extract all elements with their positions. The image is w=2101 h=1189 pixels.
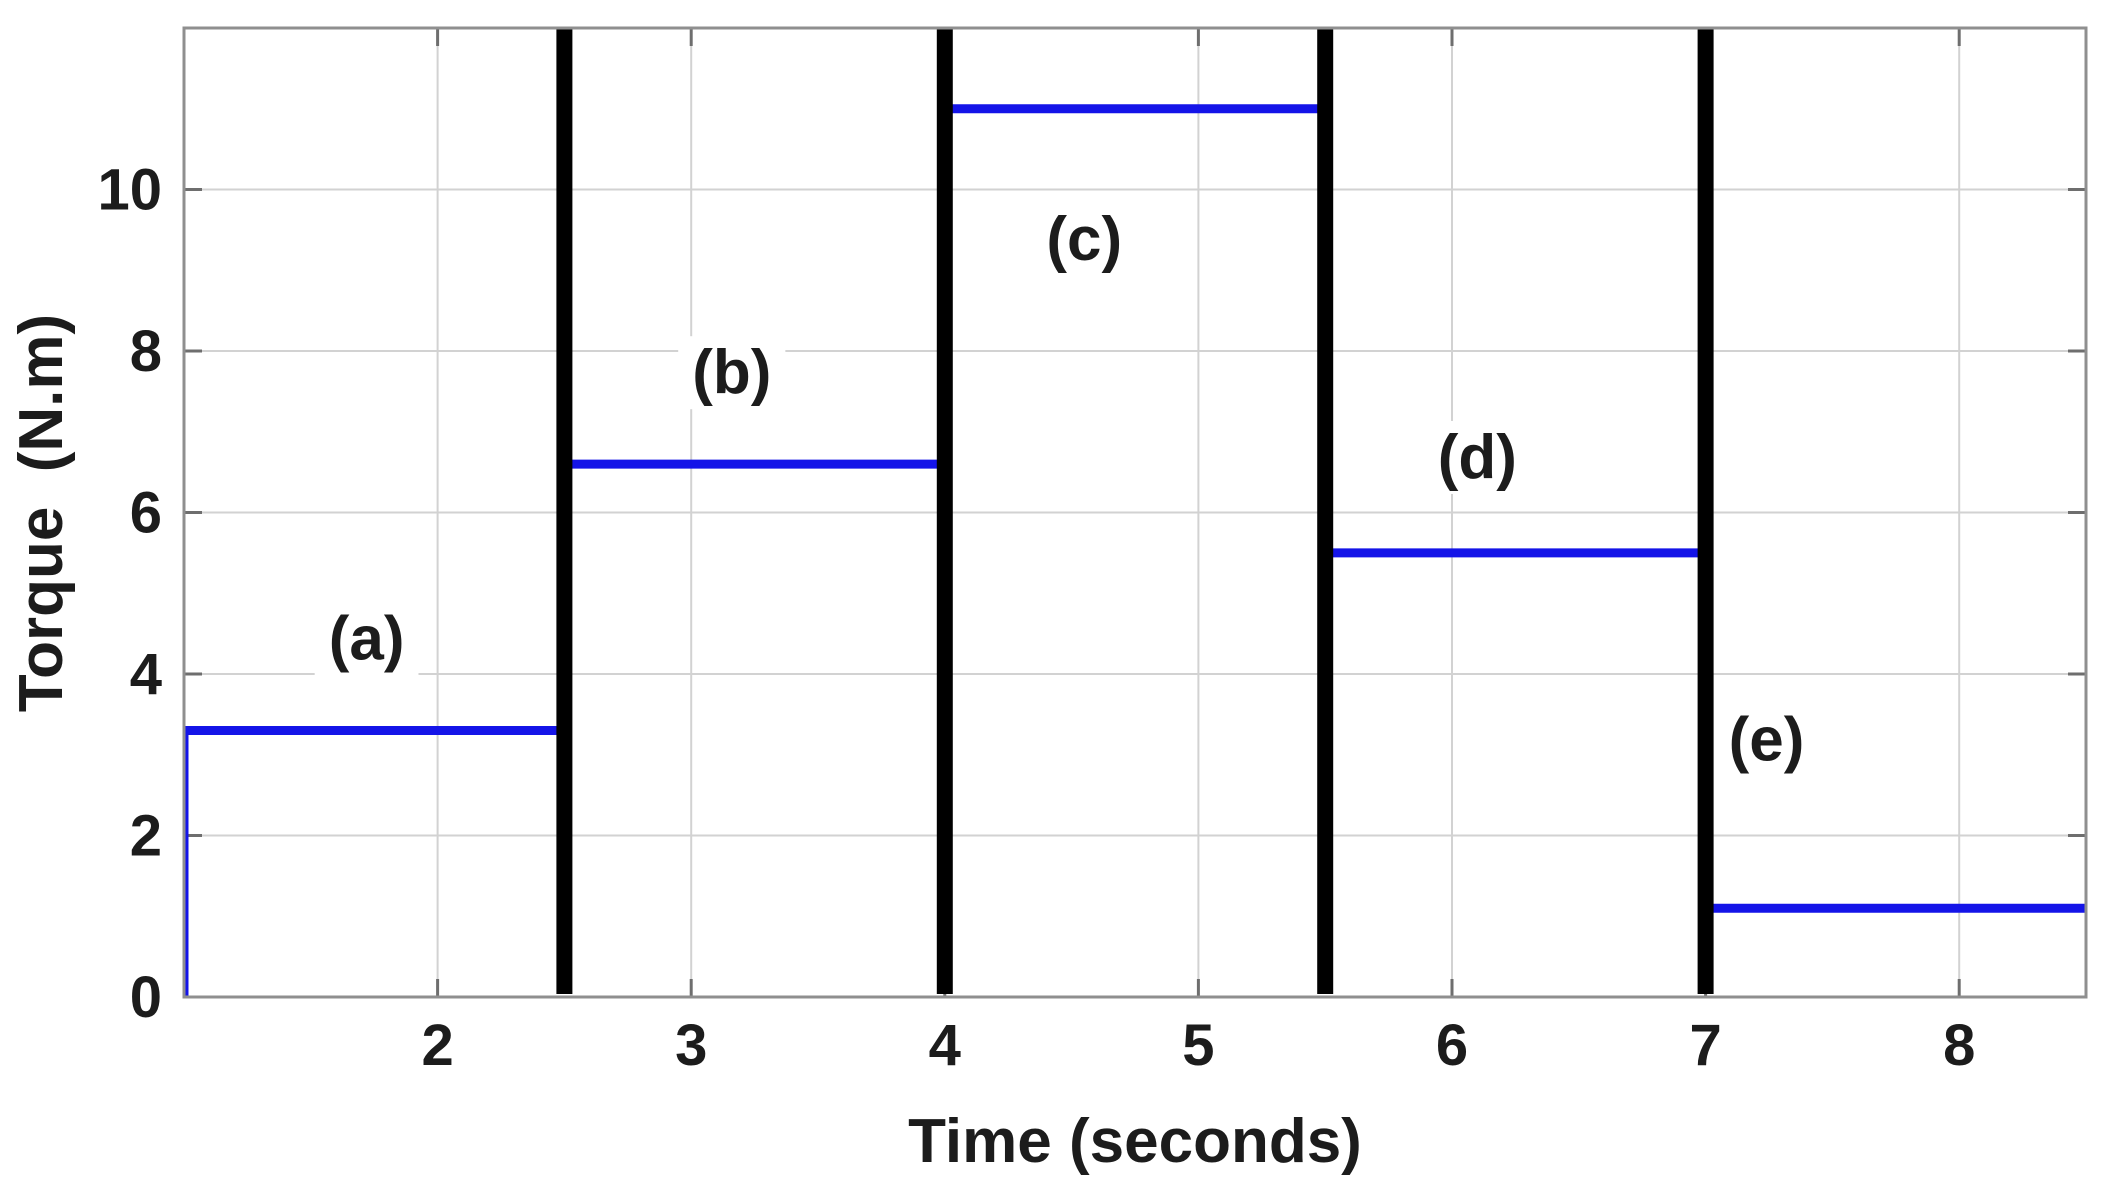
segment-label-bg: [1423, 420, 1531, 494]
segment-label: (d): [1438, 423, 1517, 492]
plot-border: [182, 26, 2088, 999]
segment-label-bg: [1714, 703, 1819, 777]
segment-label-bg: [1032, 202, 1137, 276]
x-tick-label: 6: [1436, 1013, 1468, 1078]
y-tick-label: 8: [130, 319, 162, 384]
load-change-lines: [556, 28, 1714, 994]
segment-label: (a): [329, 605, 405, 674]
x-tick-label: 5: [1182, 1013, 1214, 1078]
x-tick-label: 2: [421, 1013, 453, 1078]
y-tick-label: 6: [130, 481, 162, 546]
tick-labels: 2 3 4 5 6 7 8 0 2 4 6 8 10: [97, 158, 1975, 1079]
segment-labels: (a) (b) (c) (d) (e): [314, 202, 1819, 777]
segment-label: (e): [1729, 706, 1805, 775]
x-tick-label: 7: [1689, 1013, 1721, 1078]
grid-lines: [184, 28, 2086, 997]
y-tick-label: 10: [97, 158, 162, 223]
y-axis-label: Torque (N.m): [7, 314, 76, 712]
x-tick-label: 4: [929, 1013, 961, 1078]
segment-label: (c): [1046, 205, 1122, 274]
y-tick-label: 4: [130, 642, 162, 707]
segment-label-bg: [314, 602, 419, 676]
segment-label-bg: [678, 336, 786, 410]
x-axis-label: Time (seconds): [908, 1107, 1362, 1176]
x-tick-label: 8: [1943, 1013, 1975, 1078]
y-tick-label: 2: [130, 804, 162, 869]
y-tick-label: 0: [130, 965, 162, 1030]
segment-label: (b): [692, 338, 771, 407]
x-tick-label: 3: [675, 1013, 707, 1078]
